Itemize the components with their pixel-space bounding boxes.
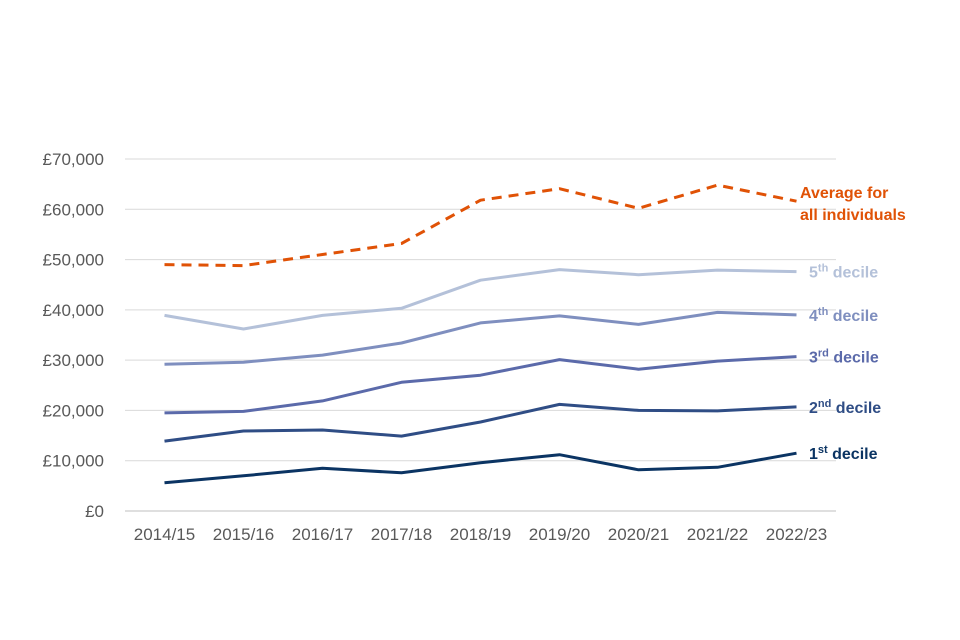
series-lines (164, 183, 797, 485)
series-line-decile-4 (164, 310, 797, 366)
series-label-average: Average for (800, 185, 888, 202)
series-label-decile-5: 5th decile (809, 263, 878, 282)
y-tick-label: £10,000 (43, 452, 104, 471)
x-tick-label: 2017/18 (371, 525, 432, 544)
y-tick-label: £60,000 (43, 200, 104, 219)
gridlines (125, 158, 836, 512)
x-tick-label: 2020/21 (608, 525, 669, 544)
x-tick-label: 2021/22 (687, 525, 748, 544)
series-label-decile-3: 3rd decile (809, 348, 879, 367)
x-tick-label: 2015/16 (213, 525, 274, 544)
x-tick-label: 2014/15 (134, 525, 195, 544)
series-labels: Average for all individuals 5th decile 4th … (800, 185, 906, 463)
x-tick-label: 2018/19 (450, 525, 511, 544)
y-tick-label: £70,000 (43, 150, 104, 169)
y-tick-label: £20,000 (43, 401, 104, 420)
y-tick-label: £40,000 (43, 301, 104, 320)
y-tick-label: £50,000 (43, 251, 104, 270)
series-line-average (164, 183, 797, 268)
y-axis-tick-labels: £0 £10,000 £20,000 £30,000 £40,000 £50,000 £60… (43, 150, 104, 521)
series-line-decile-1 (164, 451, 797, 485)
y-tick-label: £0 (85, 502, 104, 521)
x-tick-label: 2019/20 (529, 525, 590, 544)
series-line-decile-2 (164, 402, 797, 443)
series-label-decile-4: 4th decile (809, 306, 878, 325)
series-line-decile-5 (164, 268, 797, 331)
series-label-average: all individuals (800, 207, 906, 224)
series-label-decile-2: 2nd decile (809, 398, 881, 417)
x-tick-label: 2022/23 (766, 525, 827, 544)
x-tick-label: 2016/17 (292, 525, 353, 544)
series-label-decile-1: 1st decile (809, 444, 878, 463)
y-tick-label: £30,000 (43, 351, 104, 370)
series-line-decile-3 (164, 355, 797, 415)
x-axis-tick-labels: 2014/15 2015/16 2016/17 2017/18 2018/19 2019/… (134, 525, 827, 544)
